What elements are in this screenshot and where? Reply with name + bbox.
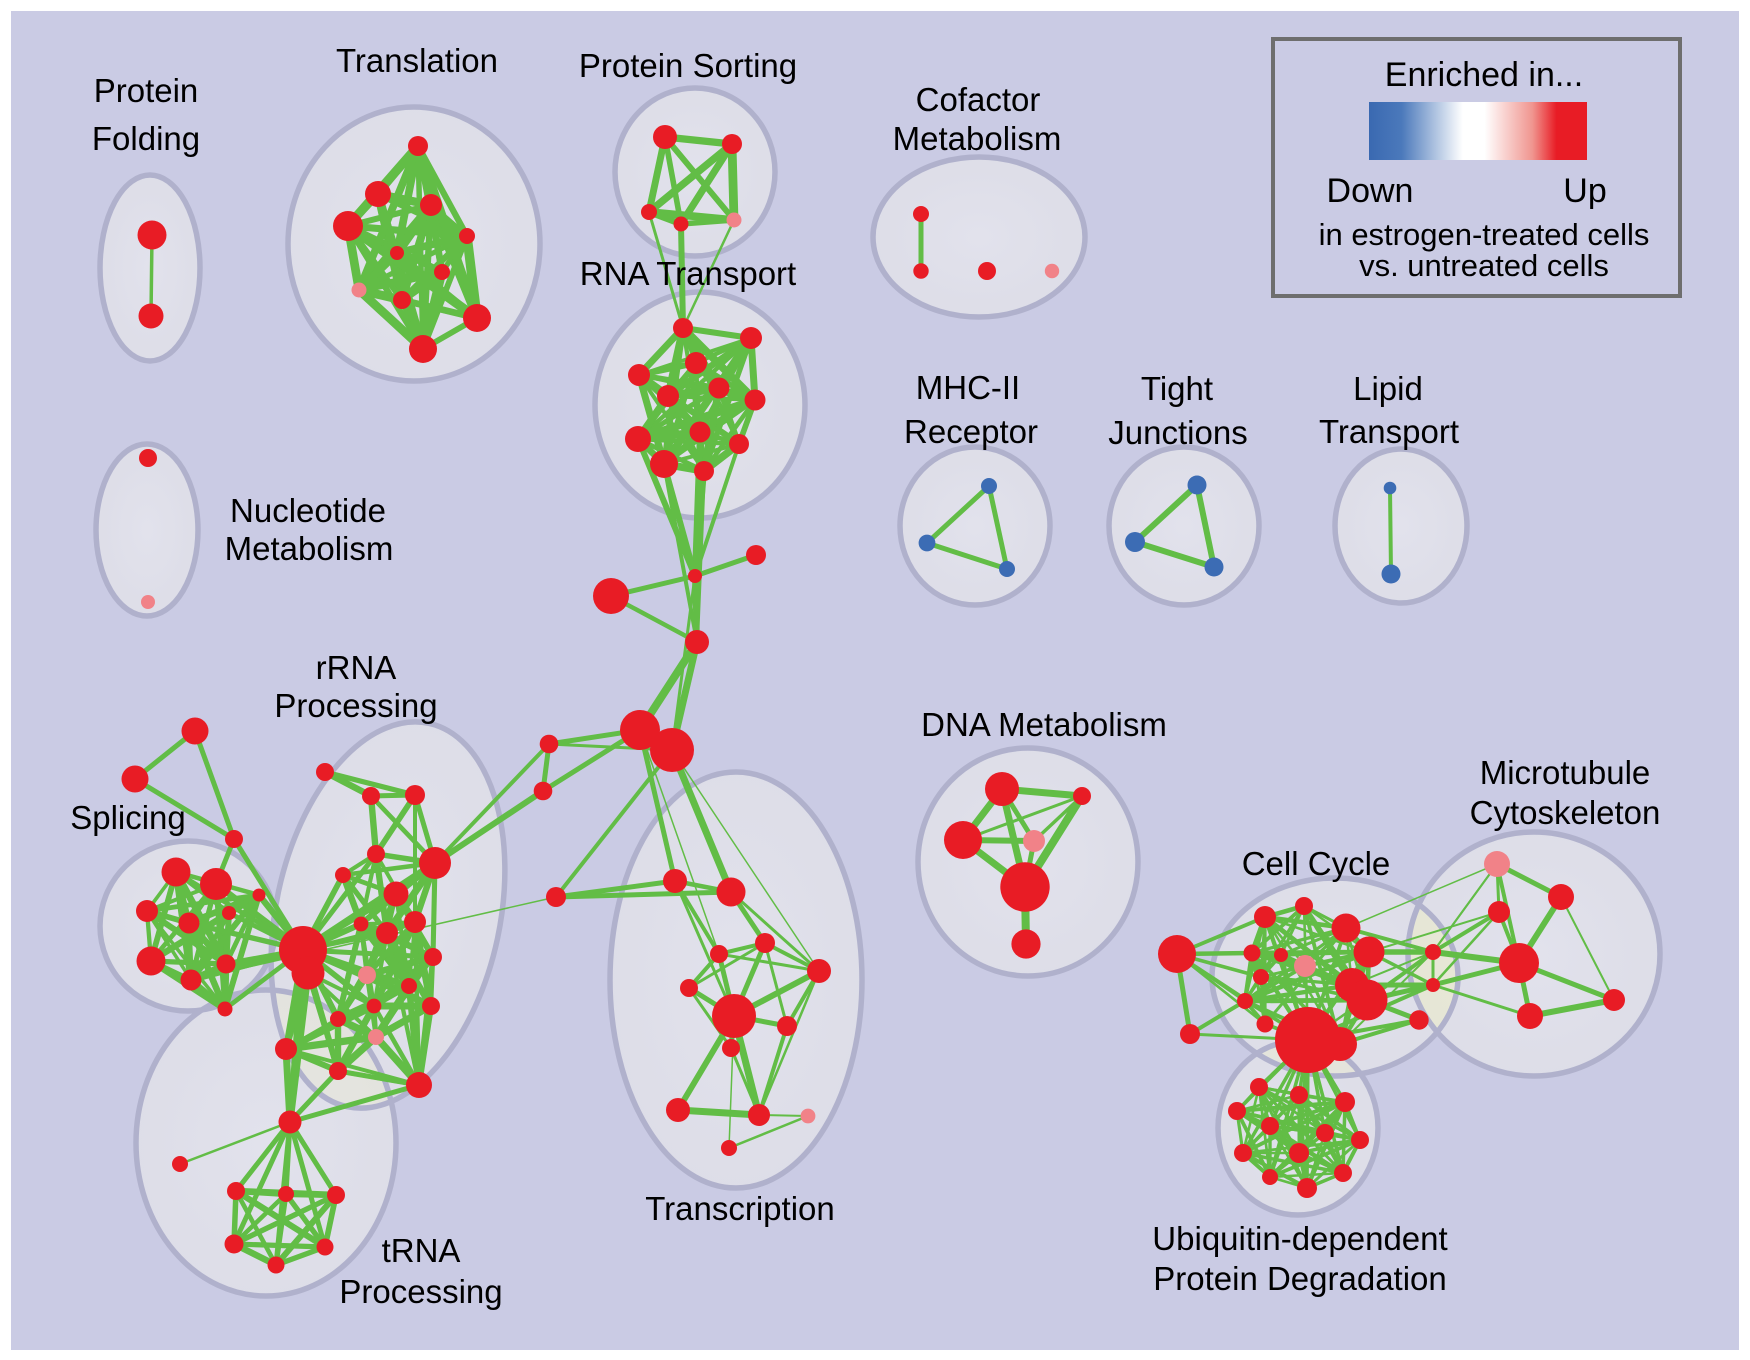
svg-text:DNA Metabolism: DNA Metabolism bbox=[921, 706, 1167, 743]
svg-text:Processing: Processing bbox=[274, 687, 437, 724]
svg-text:Translation: Translation bbox=[336, 42, 498, 79]
svg-text:Splicing: Splicing bbox=[70, 799, 186, 836]
svg-text:Metabolism: Metabolism bbox=[225, 530, 394, 567]
svg-text:Enriched in...: Enriched in... bbox=[1385, 56, 1583, 94]
svg-text:Junctions: Junctions bbox=[1108, 414, 1247, 451]
svg-text:Processing: Processing bbox=[339, 1273, 502, 1310]
svg-text:Tight: Tight bbox=[1141, 370, 1213, 407]
svg-text:Down: Down bbox=[1327, 172, 1414, 210]
svg-text:rRNA: rRNA bbox=[316, 649, 397, 686]
svg-text:Up: Up bbox=[1563, 172, 1606, 210]
svg-text:in estrogen-treated cells: in estrogen-treated cells bbox=[1319, 217, 1650, 252]
svg-text:Microtubule: Microtubule bbox=[1480, 754, 1651, 791]
svg-text:Receptor: Receptor bbox=[904, 413, 1038, 450]
svg-text:tRNA: tRNA bbox=[382, 1232, 461, 1269]
svg-text:Nucleotide: Nucleotide bbox=[230, 492, 386, 529]
svg-text:Transcription: Transcription bbox=[645, 1190, 835, 1227]
svg-text:MHC-II: MHC-II bbox=[916, 369, 1020, 406]
svg-text:vs. untreated cells: vs. untreated cells bbox=[1359, 248, 1609, 283]
svg-text:Ubiquitin-dependent: Ubiquitin-dependent bbox=[1152, 1220, 1447, 1257]
svg-text:RNA Transport: RNA Transport bbox=[580, 255, 796, 292]
svg-text:Transport: Transport bbox=[1319, 413, 1459, 450]
svg-text:Cell Cycle: Cell Cycle bbox=[1242, 845, 1391, 882]
svg-text:Cytoskeleton: Cytoskeleton bbox=[1470, 794, 1661, 831]
svg-text:Metabolism: Metabolism bbox=[893, 120, 1062, 157]
svg-text:Folding: Folding bbox=[92, 120, 200, 157]
svg-text:Protein Degradation: Protein Degradation bbox=[1153, 1260, 1447, 1297]
svg-text:Lipid: Lipid bbox=[1353, 370, 1423, 407]
svg-text:Protein: Protein bbox=[94, 72, 199, 109]
svg-text:Cofactor: Cofactor bbox=[916, 81, 1041, 118]
svg-text:Protein Sorting: Protein Sorting bbox=[579, 47, 797, 84]
